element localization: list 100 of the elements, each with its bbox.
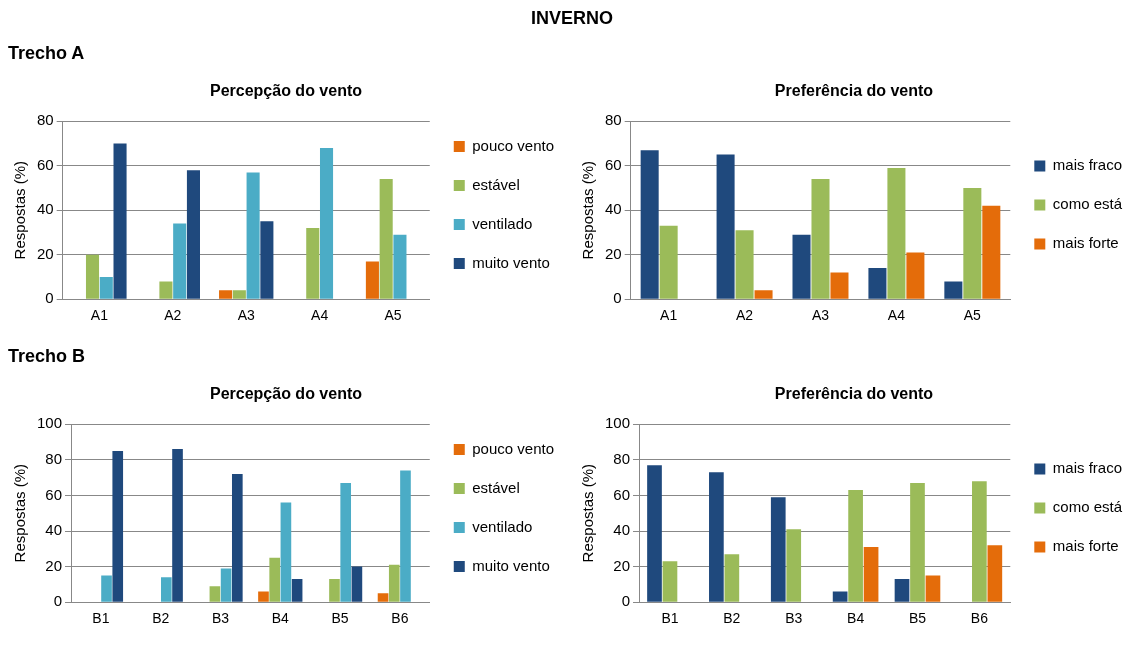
x-tick-label: A4 <box>311 307 329 324</box>
bar <box>99 276 113 299</box>
bar <box>260 221 274 299</box>
bar <box>329 579 340 602</box>
x-tick-label: A2 <box>164 307 182 324</box>
bar <box>754 290 773 299</box>
bar <box>792 234 811 299</box>
bar <box>306 228 320 299</box>
bar <box>186 170 200 299</box>
y-tick-label: 20 <box>605 244 622 262</box>
legend-label: ventilado <box>472 214 533 232</box>
bar <box>246 172 260 299</box>
y-axis-title: Respostas (%) <box>579 464 597 563</box>
bar <box>848 490 863 602</box>
x-tick-label: A1 <box>660 307 678 324</box>
legend-label: mais fraco <box>1052 156 1122 174</box>
bar <box>173 223 187 299</box>
bar <box>963 187 982 299</box>
legend-label: muito vento <box>472 556 550 574</box>
bar <box>280 502 292 602</box>
bar <box>258 591 269 602</box>
bar <box>982 205 1001 299</box>
legend-label: pouco vento <box>472 136 554 154</box>
x-tick-label: A5 <box>384 307 402 324</box>
bar <box>85 254 100 299</box>
y-tick-label: 60 <box>613 485 631 503</box>
y-tick-label: 60 <box>37 155 54 173</box>
bar <box>662 561 678 602</box>
bar <box>910 482 925 602</box>
legend-label: pouco vento <box>472 439 554 457</box>
bar <box>647 465 662 602</box>
bar <box>160 577 172 602</box>
x-tick-label: A1 <box>90 307 109 324</box>
bar <box>786 529 802 602</box>
x-tick-label: A3 <box>811 307 830 324</box>
bar <box>830 272 849 299</box>
x-tick-label: B3 <box>211 610 230 627</box>
bar <box>659 225 678 299</box>
y-tick-label: 0 <box>613 289 622 307</box>
bar <box>987 545 1003 602</box>
bar <box>863 547 879 602</box>
y-tick-label: 0 <box>621 592 631 610</box>
bar <box>388 564 400 602</box>
y-axis-title: Respostas (%) <box>11 161 29 260</box>
x-tick-label: A4 <box>887 307 906 324</box>
chart-title: Preferência do vento <box>774 385 934 403</box>
bar <box>209 586 221 602</box>
chart-title: Preferência do vento <box>774 82 934 100</box>
y-tick-label: 80 <box>605 111 622 129</box>
y-tick-label: 80 <box>45 449 63 467</box>
bar <box>906 252 925 299</box>
x-tick-label: B3 <box>785 610 803 627</box>
x-tick-label: A5 <box>963 307 982 324</box>
bar <box>172 449 183 602</box>
y-axis-title: Respostas (%) <box>11 464 29 563</box>
y-tick-label: 40 <box>605 200 622 218</box>
bar <box>944 281 963 299</box>
bar <box>232 290 246 299</box>
text: Trecho A <box>8 43 86 64</box>
bar <box>231 474 243 602</box>
bar <box>113 143 127 299</box>
bar <box>925 575 941 602</box>
bar <box>640 150 659 299</box>
legend-label: estável <box>472 478 520 496</box>
y-tick-label: 40 <box>45 521 63 539</box>
bar <box>291 579 303 602</box>
x-tick-label: B4 <box>847 610 865 627</box>
bar <box>972 481 987 602</box>
bar <box>159 281 173 299</box>
chart-title: Percepção do vento <box>209 82 363 100</box>
x-tick-label: B5 <box>331 610 349 627</box>
y-tick-label: 60 <box>45 485 63 503</box>
bar <box>393 234 407 299</box>
bar <box>112 450 124 602</box>
y-tick-label: 40 <box>613 521 631 539</box>
bar <box>735 230 754 299</box>
legend-label: como está <box>1052 195 1123 213</box>
y-axis-title: Respostas (%) <box>579 161 597 260</box>
x-tick-label: B1 <box>92 610 110 627</box>
bar <box>811 179 830 299</box>
bar <box>269 557 281 602</box>
bar <box>400 470 411 602</box>
y-tick-label: 0 <box>45 289 54 307</box>
bar <box>724 554 740 602</box>
legend-label: ventilado <box>472 517 533 535</box>
y-tick-label: 60 <box>605 155 622 173</box>
y-tick-label: 40 <box>37 200 54 218</box>
bar <box>770 497 786 602</box>
y-tick-label: 80 <box>613 449 631 467</box>
bar <box>709 472 724 602</box>
bar <box>716 154 735 299</box>
legend-label: mais fraco <box>1052 459 1122 477</box>
text: INVERNO <box>530 8 614 29</box>
bar <box>219 290 233 299</box>
bar <box>340 482 352 602</box>
legend-label: estável <box>472 175 520 193</box>
y-tick-label: 20 <box>45 556 63 574</box>
y-tick-label: 100 <box>605 414 631 432</box>
x-tick-label: B2 <box>723 610 741 627</box>
bar <box>377 593 389 602</box>
